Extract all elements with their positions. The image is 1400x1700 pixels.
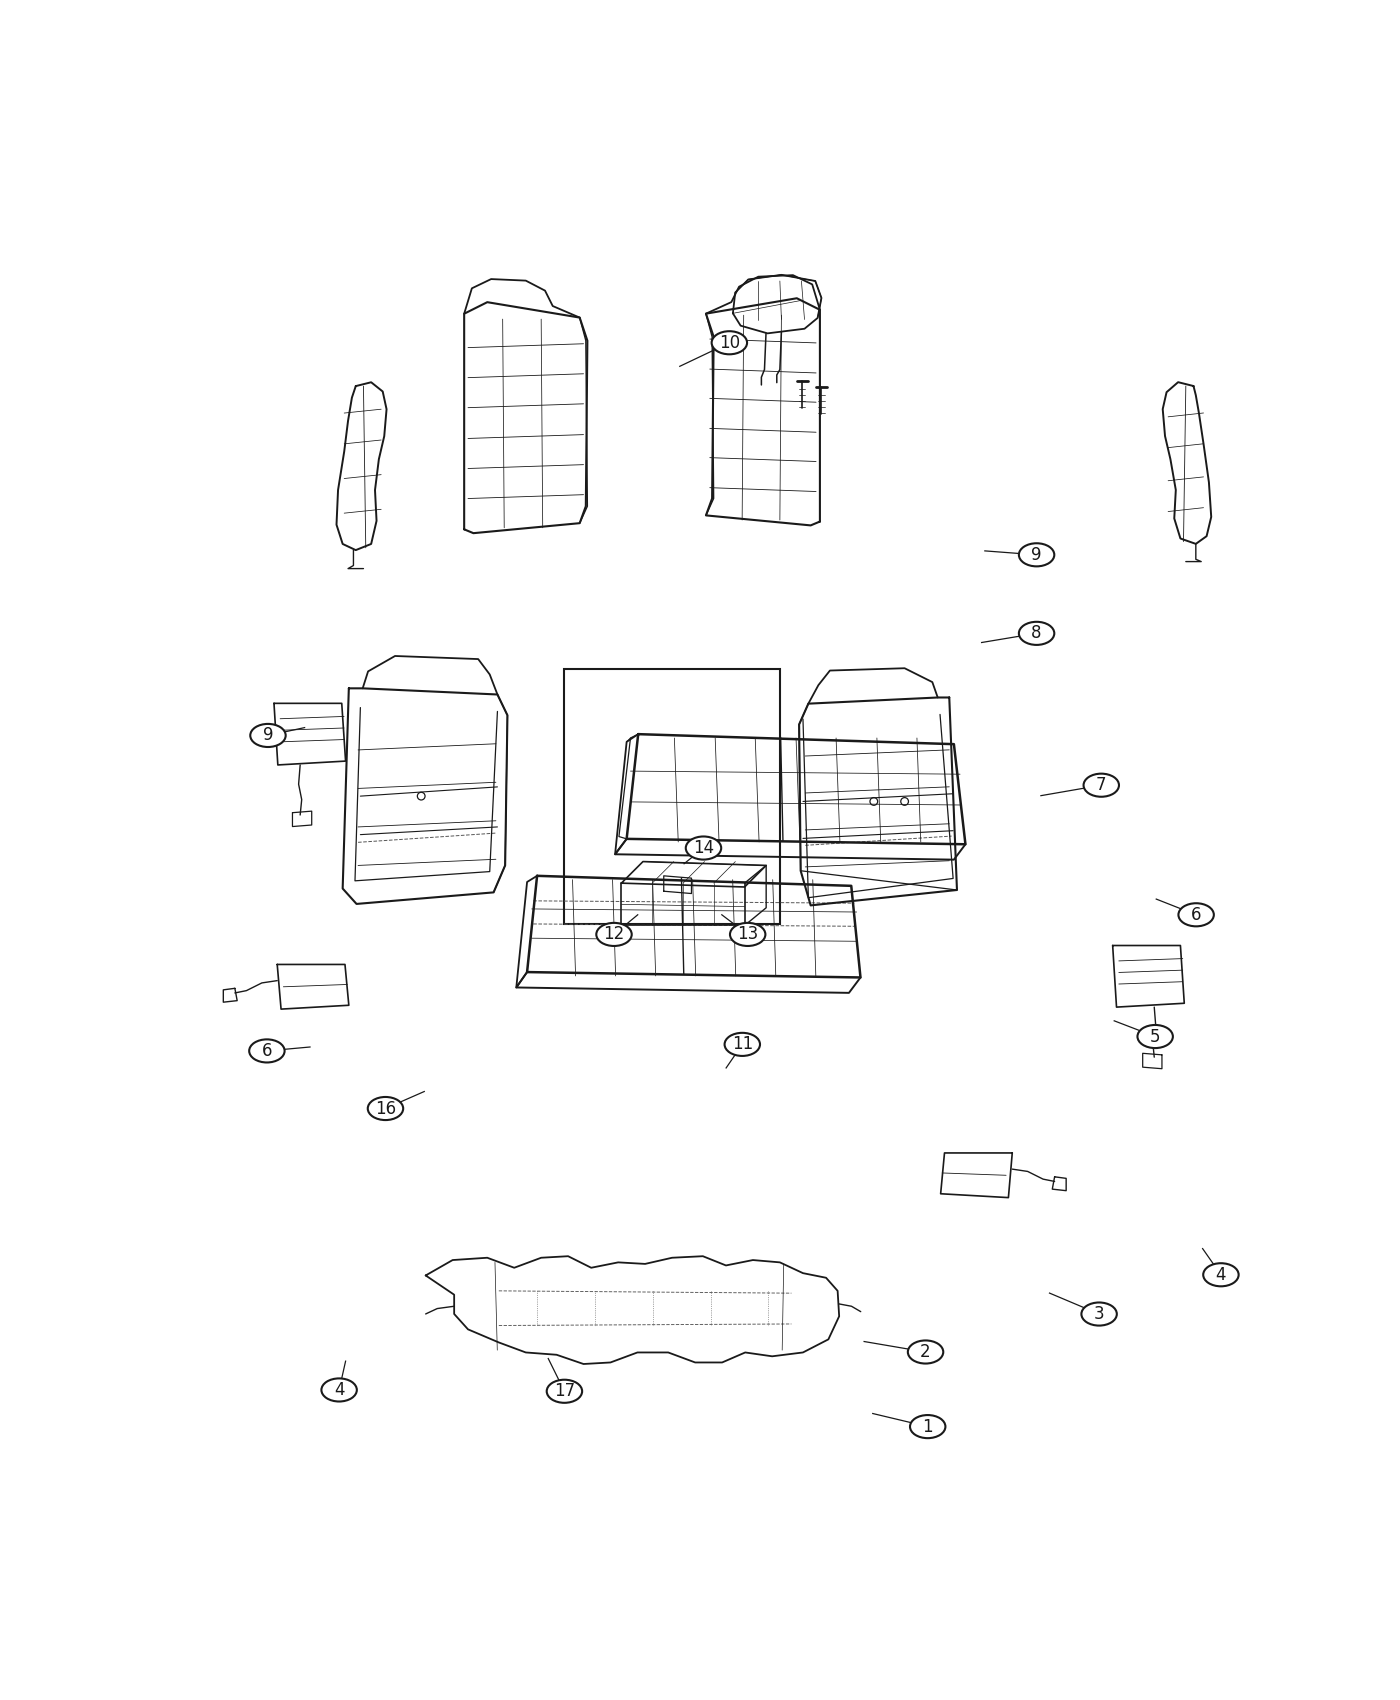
Text: 5: 5 — [1149, 1027, 1161, 1046]
Text: 2: 2 — [920, 1343, 931, 1362]
Text: 9: 9 — [1032, 546, 1042, 564]
Text: 13: 13 — [736, 925, 759, 944]
Text: 9: 9 — [263, 726, 273, 745]
Text: 11: 11 — [732, 1035, 753, 1054]
Ellipse shape — [1137, 1025, 1173, 1049]
Ellipse shape — [1019, 622, 1054, 644]
Text: 6: 6 — [262, 1042, 272, 1059]
Text: 4: 4 — [1215, 1266, 1226, 1284]
Ellipse shape — [1203, 1263, 1239, 1287]
Ellipse shape — [1081, 1302, 1117, 1326]
Text: 7: 7 — [1096, 777, 1106, 794]
Ellipse shape — [368, 1096, 403, 1120]
Ellipse shape — [1179, 903, 1214, 927]
Text: 8: 8 — [1032, 624, 1042, 643]
Ellipse shape — [686, 836, 721, 860]
Ellipse shape — [725, 1034, 760, 1056]
Ellipse shape — [907, 1340, 944, 1363]
Ellipse shape — [711, 332, 748, 354]
Ellipse shape — [910, 1414, 945, 1438]
Text: 16: 16 — [375, 1100, 396, 1117]
Ellipse shape — [249, 1039, 284, 1062]
Ellipse shape — [1084, 774, 1119, 797]
Text: 3: 3 — [1093, 1306, 1105, 1323]
Text: 14: 14 — [693, 840, 714, 857]
Text: 12: 12 — [603, 925, 624, 944]
Ellipse shape — [251, 724, 286, 746]
Text: 10: 10 — [718, 333, 741, 352]
Ellipse shape — [322, 1379, 357, 1401]
Ellipse shape — [1019, 544, 1054, 566]
Text: 4: 4 — [333, 1380, 344, 1399]
Text: 1: 1 — [923, 1418, 932, 1435]
Ellipse shape — [547, 1380, 582, 1402]
Text: 17: 17 — [554, 1382, 575, 1401]
Ellipse shape — [596, 923, 631, 945]
Text: 6: 6 — [1191, 906, 1201, 923]
Ellipse shape — [729, 923, 766, 945]
